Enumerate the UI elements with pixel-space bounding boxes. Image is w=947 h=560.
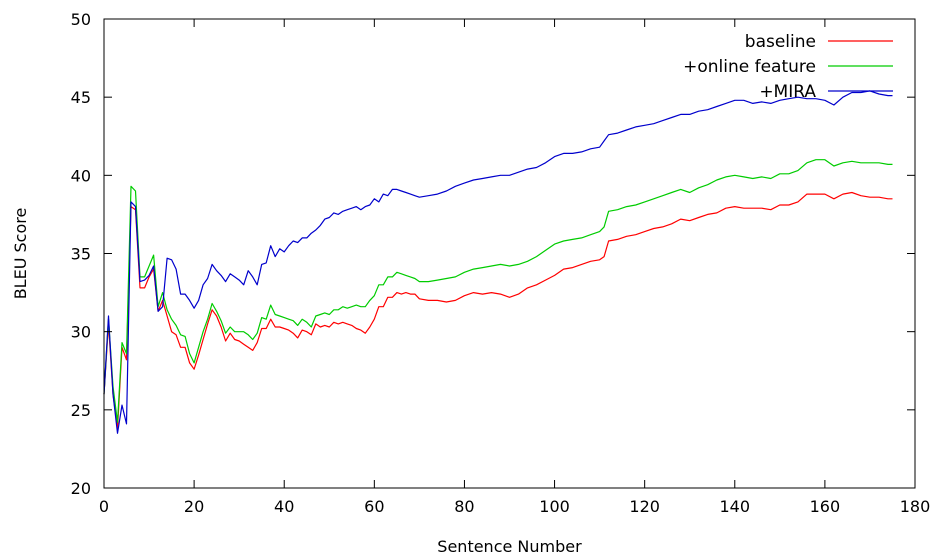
- x-tick-label: 160: [810, 497, 841, 516]
- x-tick-label: 140: [720, 497, 751, 516]
- legend-label-mira: +MIRA: [759, 82, 816, 102]
- series-line-mira: [103, 90, 893, 434]
- y-tick-label: 20: [71, 479, 91, 498]
- series-line-baseline: [103, 191, 893, 430]
- x-tick-label: 0: [99, 497, 109, 516]
- x-tick-label: 20: [184, 497, 204, 516]
- y-tick-label: 40: [71, 166, 91, 185]
- x-tick-label: 80: [454, 497, 474, 516]
- series-layer: [103, 90, 893, 434]
- legend: baseline +online feature +MIRA: [683, 32, 893, 102]
- legend-label-baseline: baseline: [745, 32, 816, 52]
- y-tick-label: 35: [71, 245, 91, 264]
- y-tick-label: 50: [71, 10, 91, 29]
- y-axis-label: BLEU Score: [11, 208, 30, 300]
- y-tick-label: 45: [71, 88, 91, 107]
- x-tick-label: 180: [900, 497, 931, 516]
- x-axis-label: Sentence Number: [437, 537, 582, 556]
- y-tick-label: 30: [71, 323, 91, 342]
- x-tick-label: 40: [274, 497, 294, 516]
- ticks-layer: 0 20 40 60 80 100 120 140 160 180 20 25 30 35 40 45 50: [71, 10, 931, 516]
- y-tick-label: 25: [71, 401, 91, 420]
- x-tick-label: 120: [629, 497, 660, 516]
- legend-label-online-feature: +online feature: [683, 57, 816, 77]
- x-tick-label: 60: [364, 497, 384, 516]
- x-tick-label: 100: [539, 497, 570, 516]
- series-line-online-feature: [103, 159, 893, 423]
